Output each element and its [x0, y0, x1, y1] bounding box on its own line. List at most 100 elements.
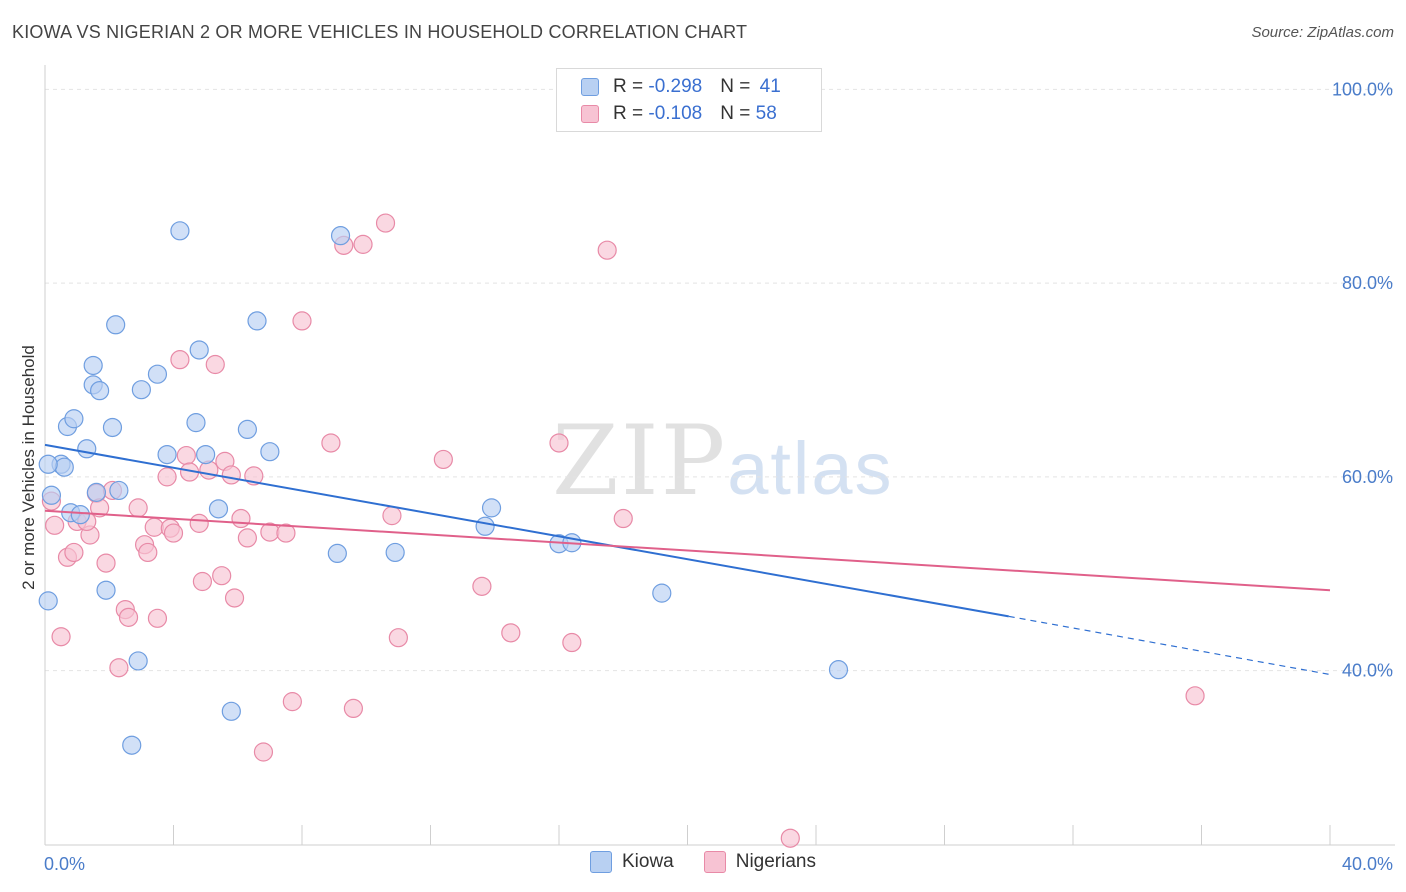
- nigerians-point-1: [45, 515, 65, 535]
- kiowa-point-30: [260, 442, 280, 462]
- nigerians-point-22: [170, 350, 190, 370]
- y-axis-label: 2 or more Vehicles in Household: [19, 345, 38, 590]
- watermark: ZIPatlas: [552, 405, 894, 517]
- nigerians-point-29: [212, 566, 232, 586]
- kiowa-point-13: [96, 580, 116, 600]
- kiowa-point-7: [70, 505, 90, 525]
- legend-nigerians-swatch: [703, 851, 726, 873]
- nigerians-point-43: [343, 698, 363, 719]
- nigerians-point-46: [382, 506, 402, 526]
- kiowa-point-28: [237, 419, 257, 440]
- y-tick-label-3: 40.0%: [1342, 661, 1393, 681]
- kiowa-point-24: [189, 340, 209, 360]
- nigerians-point-2: [51, 627, 71, 647]
- nigerians-point-13: [118, 607, 139, 627]
- nigerians-point-11: [109, 658, 129, 678]
- nigerians-point-44: [353, 234, 373, 254]
- nigerians-point-39: [282, 692, 302, 712]
- nigerians-point-28: [205, 354, 225, 375]
- nigerians-point-52: [562, 632, 582, 653]
- kiowa-point-19: [131, 380, 151, 400]
- legend-nigerians-label: Nigerians: [735, 851, 816, 872]
- nigerians-point-34: [237, 528, 257, 548]
- chart-title: KIOWA VS NIGERIAN 2 OR MORE VEHICLES IN …: [12, 22, 748, 42]
- kiowa-point-35: [481, 498, 502, 518]
- legend-item-nigerians: Nigerians: [703, 851, 816, 873]
- legend-item-kiowa: Kiowa: [589, 851, 674, 873]
- nigerians-point-27: [199, 460, 219, 480]
- kiowa-point-31: [327, 543, 347, 564]
- nigerians-point-17: [144, 517, 164, 537]
- watermark-atlas: atlas: [727, 427, 894, 510]
- nigerians-point-14: [128, 498, 148, 518]
- x-tick-label-1: 40.0%: [1342, 854, 1393, 874]
- nigerians-point-21: [163, 523, 184, 543]
- nigerians-point-26: [192, 571, 213, 592]
- kiowa-point-34: [475, 516, 495, 536]
- kiowa-swatch: [581, 78, 599, 96]
- kiowa-point-40: [38, 454, 58, 474]
- nigerians-point-40: [292, 311, 312, 331]
- nigerians-point-4: [64, 542, 84, 563]
- nigerians-r-label: R =: [613, 103, 649, 124]
- legend-kiowa-swatch: [589, 851, 612, 873]
- stats-legend: R = -0.298 N = 41 R = -0.108 N = 58: [556, 68, 822, 132]
- nigerians-r-value: -0.108: [648, 103, 703, 124]
- nigerians-point-23: [176, 445, 196, 466]
- kiowa-r-label: R =: [613, 76, 649, 97]
- nigerians-point-9: [96, 553, 116, 573]
- y-tick-label-0: 100.0%: [1332, 79, 1393, 99]
- nigerians-point-56: [1185, 686, 1205, 706]
- kiowa-point-20: [147, 364, 168, 384]
- kiowa-point-32: [330, 226, 351, 246]
- nigerians-point-25: [189, 513, 209, 533]
- nigerians-point-50: [501, 623, 521, 643]
- nigerians-point-55: [780, 828, 800, 848]
- stats-legend-row-kiowa: R = -0.298 N = 41: [581, 75, 781, 99]
- kiowa-point-6: [64, 409, 84, 429]
- kiowa-trend-line: [44, 443, 1009, 618]
- nigerians-point-32: [224, 588, 245, 608]
- kiowa-point-38: [652, 583, 672, 603]
- series-legend: Kiowa Nigerians: [0, 851, 1406, 873]
- stats-legend-row-nigerians: R = -0.108 N = 58: [581, 102, 777, 126]
- nigerians-point-31: [221, 465, 241, 485]
- nigerians-point-48: [433, 449, 453, 470]
- nigerians-swatch: [581, 105, 599, 123]
- kiowa-n-label: N =: [720, 76, 756, 97]
- nigerians-n-label: N =: [720, 103, 756, 124]
- watermark-zip: ZIP: [552, 405, 728, 517]
- kiowa-point-12: [90, 381, 110, 401]
- y-tick-label-2: 60.0%: [1342, 467, 1393, 487]
- kiowa-n-value: 41: [759, 76, 781, 97]
- nigerians-point-19: [157, 467, 177, 487]
- x-tick-label-0: 0.0%: [44, 854, 85, 874]
- source-credit: Source: ZipAtlas.com: [1251, 24, 1394, 41]
- nigerians-point-41: [321, 433, 341, 453]
- nigerians-trend-line: [44, 509, 1331, 592]
- kiowa-point-10: [83, 355, 103, 376]
- kiowa-point-15: [106, 315, 126, 335]
- nigerians-point-45: [375, 213, 396, 233]
- kiowa-r-value: -0.298: [648, 76, 703, 97]
- kiowa-point-39: [828, 660, 849, 680]
- nigerians-point-54: [613, 508, 633, 529]
- kiowa-point-1: [41, 485, 62, 505]
- kiowa-point-22: [170, 221, 190, 241]
- nigerians-point-16: [138, 542, 158, 563]
- nigerians-point-36: [253, 742, 274, 762]
- nigerians-point-18: [147, 608, 168, 628]
- legend-kiowa-label: Kiowa: [621, 851, 674, 872]
- y-tick-label-1: 80.0%: [1342, 273, 1393, 293]
- kiowa-point-14: [102, 417, 123, 438]
- kiowa-point-29: [247, 311, 267, 331]
- kiowa-point-26: [208, 499, 229, 519]
- nigerians-point-38: [276, 523, 296, 543]
- kiowa-point-8: [77, 439, 97, 459]
- kiowa-point-25: [196, 444, 216, 465]
- nigerians-point-53: [597, 240, 617, 260]
- nigerians-point-51: [549, 433, 569, 453]
- kiowa-point-21: [157, 444, 177, 465]
- nigerians-point-33: [231, 508, 251, 529]
